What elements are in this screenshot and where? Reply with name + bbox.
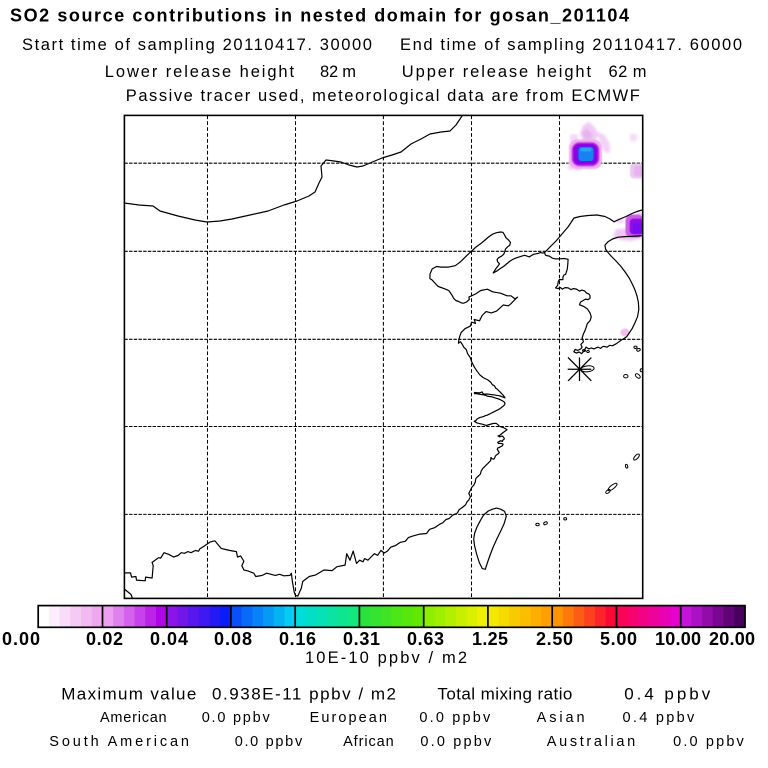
svg-text:20.00: 20.00 <box>709 629 755 649</box>
svg-text:1.25: 1.25 <box>472 629 508 649</box>
svg-text:0.0 ppbv: 0.0 ppbv <box>235 734 303 750</box>
svg-text:0.31: 0.31 <box>343 629 380 649</box>
svg-text:0.16: 0.16 <box>279 629 316 649</box>
svg-text:Passive tracer used, meteorolo: Passive tracer used, meteorological data… <box>126 87 640 105</box>
svg-text:American: American <box>100 710 167 726</box>
svg-text:0.02: 0.02 <box>86 629 123 649</box>
svg-text:5.00: 5.00 <box>600 629 637 649</box>
svg-text:62 m: 62 m <box>609 63 647 81</box>
svg-text:SO2 source contributions in ne: SO2 source contributions in nested domai… <box>10 5 629 25</box>
svg-text:0.4 ppbv: 0.4 ppbv <box>624 685 711 704</box>
svg-text:Australian: Australian <box>547 734 635 750</box>
svg-text:0.0 ppbv: 0.0 ppbv <box>673 734 744 750</box>
svg-text:0.4 ppbv: 0.4 ppbv <box>623 710 696 726</box>
svg-text:0.0 ppbv: 0.0 ppbv <box>419 710 491 726</box>
svg-text:0.63: 0.63 <box>407 629 444 649</box>
svg-text:0.0 ppbv: 0.0 ppbv <box>202 710 271 726</box>
svg-text:Total mixing ratio: Total mixing ratio <box>437 685 572 704</box>
svg-text:European: European <box>310 710 387 726</box>
svg-text:10E-10 ppbv / m2: 10E-10 ppbv / m2 <box>305 649 467 667</box>
svg-text:Start time of sampling 2011041: Start time of sampling 20110417. 30000 <box>22 36 372 54</box>
svg-text:0.938E-11 ppbv / m2: 0.938E-11 ppbv / m2 <box>212 685 396 704</box>
svg-text:10.00: 10.00 <box>655 629 701 649</box>
svg-text:0.04: 0.04 <box>150 629 188 649</box>
svg-text:0.00: 0.00 <box>2 629 40 649</box>
svg-text:Maximum value: Maximum value <box>61 685 196 704</box>
svg-text:82 m: 82 m <box>320 63 356 81</box>
svg-text:Asian: Asian <box>537 710 585 726</box>
svg-text:African: African <box>343 734 394 750</box>
svg-text:2.50: 2.50 <box>536 629 573 649</box>
svg-text:0.0 ppbv: 0.0 ppbv <box>420 734 492 750</box>
svg-text:End time of sampling 20110417.: End time of sampling 20110417. 60000 <box>400 36 742 54</box>
svg-text:0.08: 0.08 <box>214 629 252 649</box>
